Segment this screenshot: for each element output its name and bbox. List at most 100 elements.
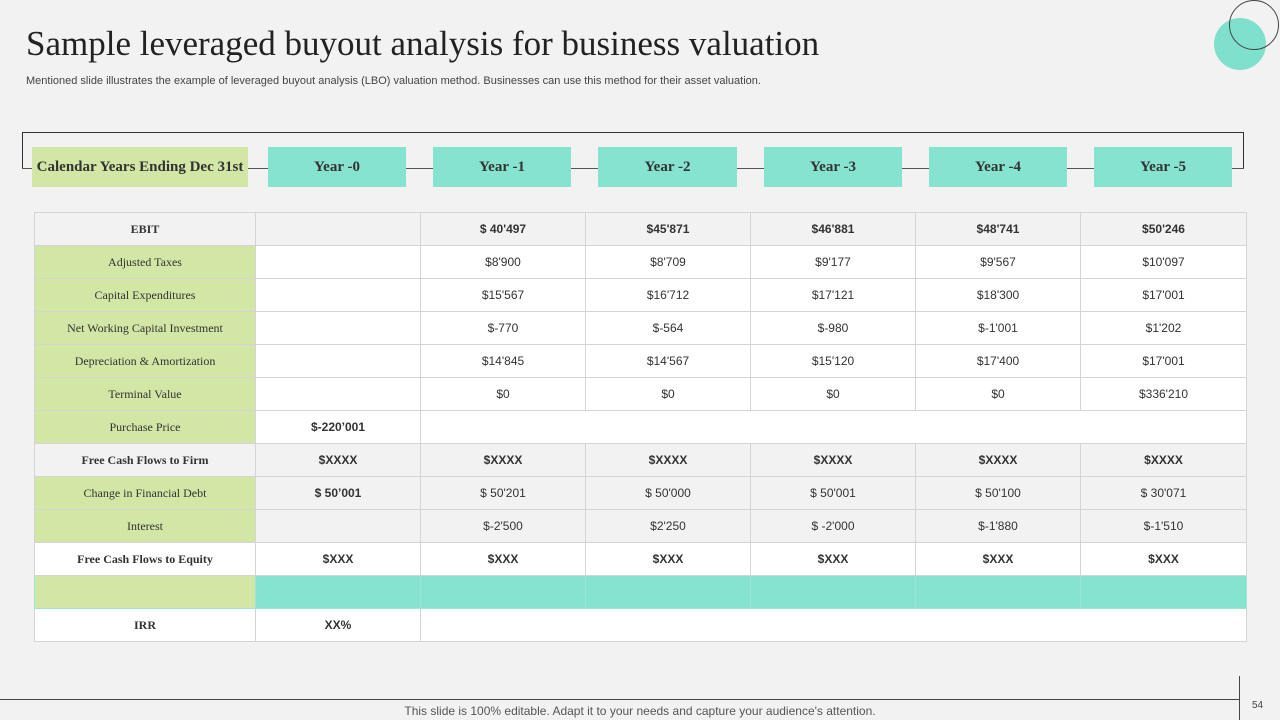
spacer-cell — [255, 575, 421, 609]
table-cell — [255, 509, 421, 543]
table-cell: $ 30'071 — [1080, 476, 1247, 510]
table-cell — [255, 311, 421, 345]
table-cell: $-564 — [585, 311, 751, 345]
table-cell: $14'845 — [420, 344, 586, 378]
table-cell: $8'900 — [420, 245, 586, 279]
table-row-interest: Interest $-2'500 $2'250 $ -2'000 $-1'880… — [34, 509, 1247, 543]
table-cell: $10'097 — [1080, 245, 1247, 279]
table-cell: $1'202 — [1080, 311, 1247, 345]
row-label: IRR — [34, 608, 256, 642]
year-4-header: Year -4 — [929, 147, 1067, 187]
spacer-cell — [585, 575, 751, 609]
table-cell: $18'300 — [915, 278, 1081, 312]
table-cell: $XXXX — [585, 443, 751, 477]
table-cell: $2'250 — [585, 509, 751, 543]
table-cell — [255, 344, 421, 378]
table-cell: $0 — [585, 377, 751, 411]
table-cell: $ 50'000 — [585, 476, 751, 510]
row-label: Purchase Price — [34, 410, 256, 444]
purchase-price-value: $-220’001 — [255, 410, 421, 444]
table-cell: $XXXX — [915, 443, 1081, 477]
table-row-terminal-value: Terminal Value $0 $0 $0 $0 $336'210 — [34, 377, 1247, 411]
calendar-years-label: Calendar Years Ending Dec 31st — [32, 147, 248, 187]
table-cell: $9'567 — [915, 245, 1081, 279]
row-label: Free Cash Flows to Firm — [34, 443, 256, 477]
table-cell: $ 50'201 — [420, 476, 586, 510]
table-cell: $ -2'000 — [750, 509, 916, 543]
row-label: Free Cash Flows to Equity — [34, 542, 256, 576]
spacer-cell — [34, 575, 256, 609]
table-cell — [255, 212, 421, 246]
table-cell: $-1'001 — [915, 311, 1081, 345]
table-row-spacer — [34, 575, 1247, 609]
table-cell: $XXXX — [255, 443, 421, 477]
table-cell: $17'400 — [915, 344, 1081, 378]
table-cell: $336'210 — [1080, 377, 1247, 411]
year-1-header: Year -1 — [433, 147, 571, 187]
row-label: Interest — [34, 509, 256, 543]
decorative-ring — [1229, 0, 1279, 50]
row-label: Adjusted Taxes — [34, 245, 256, 279]
table-cell-empty — [420, 410, 1247, 444]
year-2-header: Year -2 — [598, 147, 737, 187]
table-cell: $15'567 — [420, 278, 586, 312]
table-cell-empty — [420, 608, 1247, 642]
spacer-cell — [915, 575, 1081, 609]
table-cell: $ 50'100 — [915, 476, 1081, 510]
table-cell: $XXX — [585, 542, 751, 576]
table-cell: $16'712 — [585, 278, 751, 312]
table-cell: $45'871 — [585, 212, 751, 246]
table-cell: $-2'500 — [420, 509, 586, 543]
year-0-header: Year -0 — [268, 147, 406, 187]
table-cell: $ 50'001 — [750, 476, 916, 510]
table-row-purchase-price: Purchase Price $-220’001 — [34, 410, 1247, 444]
table-row-adjusted-taxes: Adjusted Taxes $8'900 $8'709 $9'177 $9'5… — [34, 245, 1247, 279]
table-cell: $XXXX — [1080, 443, 1247, 477]
table-row-fcff: Free Cash Flows to Firm $XXXX $XXXX $XXX… — [34, 443, 1247, 477]
row-label: Terminal Value — [34, 377, 256, 411]
header-bracket — [22, 132, 1244, 168]
table-cell: $9'177 — [750, 245, 916, 279]
table-cell: $14'567 — [585, 344, 751, 378]
spacer-cell — [1080, 575, 1247, 609]
page-number: 54 — [1252, 700, 1264, 711]
table-cell: $0 — [915, 377, 1081, 411]
spacer-cell — [420, 575, 586, 609]
year-5-header: Year -5 — [1094, 147, 1232, 187]
table-cell — [255, 245, 421, 279]
table-row-capital-expenditures: Capital Expenditures $15'567 $16'712 $17… — [34, 278, 1247, 312]
table-cell: $XXX — [1080, 542, 1247, 576]
table-cell: $XXXX — [420, 443, 586, 477]
slide-subtitle: Mentioned slide illustrates the example … — [26, 75, 761, 87]
table-row-change-financial-debt: Change in Financial Debt $ 50’001 $ 50'2… — [34, 476, 1247, 510]
table-cell: $17'001 — [1080, 278, 1247, 312]
lbo-table: EBIT $ 40'497 $45'871 $46'881 $48'741 $5… — [34, 212, 1247, 642]
row-label: Change in Financial Debt — [34, 476, 256, 510]
row-label: EBIT — [34, 212, 256, 246]
table-cell: $46'881 — [750, 212, 916, 246]
table-cell: $8'709 — [585, 245, 751, 279]
table-cell: $-980 — [750, 311, 916, 345]
table-cell: $XXXX — [750, 443, 916, 477]
slide-title: Sample leveraged buyout analysis for bus… — [26, 24, 820, 63]
table-cell: $XXX — [915, 542, 1081, 576]
spacer-cell — [750, 575, 916, 609]
table-cell: $0 — [750, 377, 916, 411]
table-cell: $50'246 — [1080, 212, 1247, 246]
footer-note: This slide is 100% editable. Adapt it to… — [404, 704, 876, 718]
irr-value: XX% — [255, 608, 421, 642]
table-cell: $ 50’001 — [255, 476, 421, 510]
table-cell: $48'741 — [915, 212, 1081, 246]
table-cell: $XXX — [420, 542, 586, 576]
footer-divider — [0, 699, 1240, 700]
table-row-net-working-capital: Net Working Capital Investment $-770 $-5… — [34, 311, 1247, 345]
table-cell — [255, 377, 421, 411]
footer-vertical-divider — [1239, 676, 1240, 720]
table-cell: $0 — [420, 377, 586, 411]
row-label: Capital Expenditures — [34, 278, 256, 312]
table-cell — [255, 278, 421, 312]
table-row-ebit: EBIT $ 40'497 $45'871 $46'881 $48'741 $5… — [34, 212, 1247, 246]
table-cell: $-770 — [420, 311, 586, 345]
table-cell: $-1'880 — [915, 509, 1081, 543]
table-cell: $-1'510 — [1080, 509, 1247, 543]
